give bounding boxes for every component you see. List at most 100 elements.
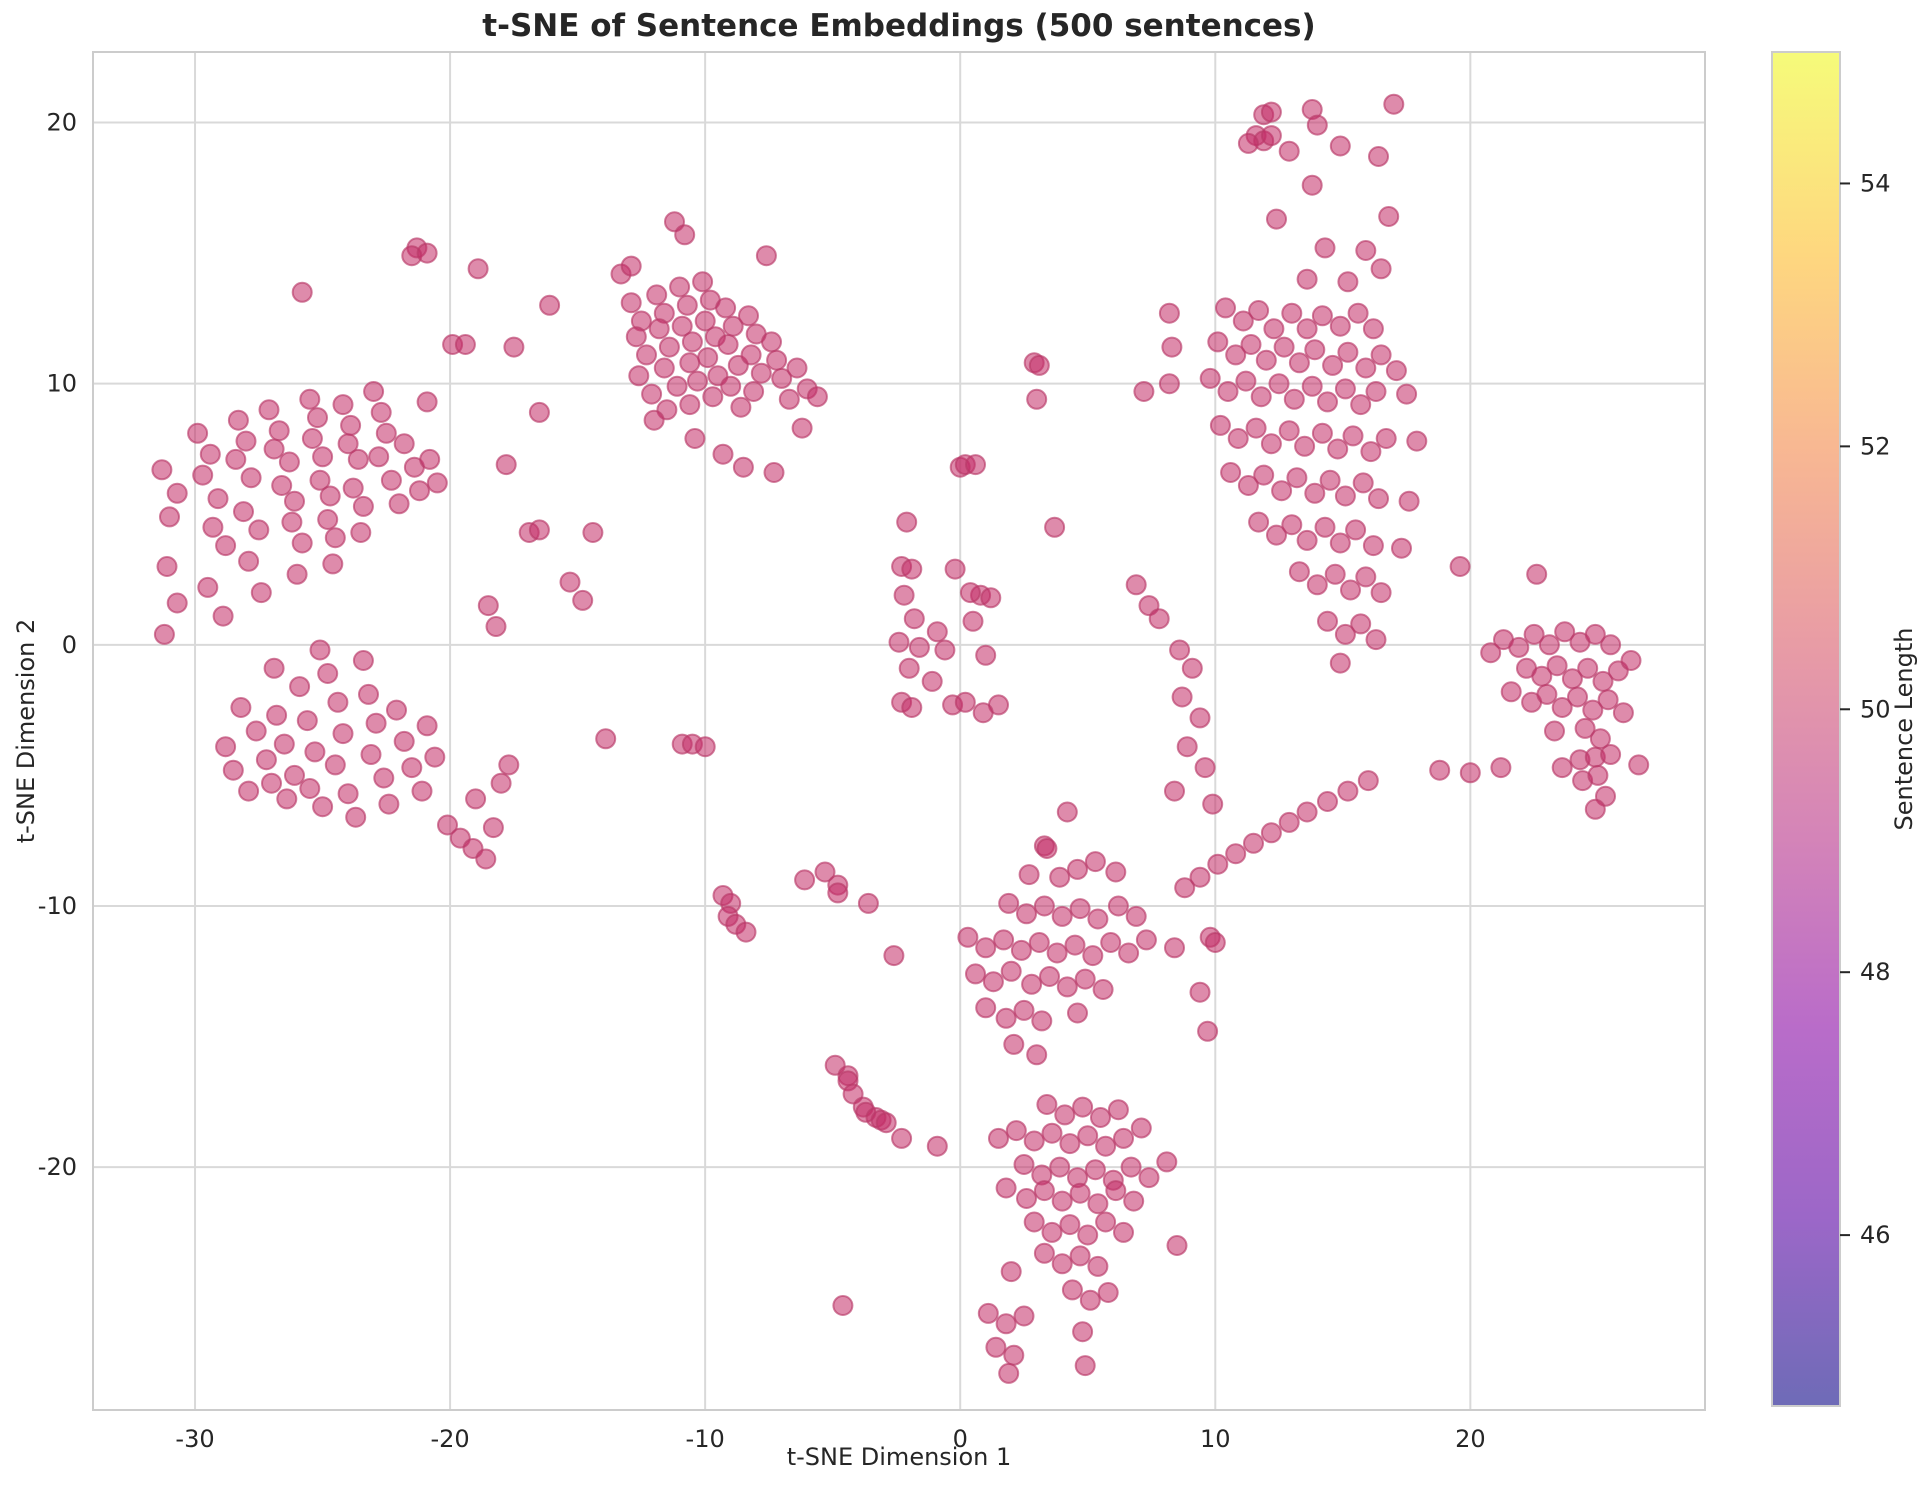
data-point xyxy=(1301,375,1323,397)
data-point xyxy=(289,676,311,698)
data-point xyxy=(1240,334,1262,355)
data-point xyxy=(898,657,920,679)
data-point xyxy=(1005,1120,1027,1142)
data-point xyxy=(1294,435,1316,457)
data-point xyxy=(388,493,410,515)
data-point xyxy=(1010,939,1032,961)
data-point xyxy=(467,258,489,280)
data-point xyxy=(1016,1188,1037,1209)
data-point xyxy=(1329,652,1351,674)
data-point xyxy=(1237,475,1259,496)
data-point xyxy=(1577,657,1599,679)
data-point xyxy=(1164,780,1185,802)
data-point xyxy=(1074,1355,1096,1377)
data-point xyxy=(1189,866,1211,888)
data-point xyxy=(1352,472,1374,494)
data-point xyxy=(1156,1151,1178,1173)
data-point xyxy=(595,728,617,750)
data-point xyxy=(1342,425,1364,447)
data-point xyxy=(317,509,339,530)
data-point xyxy=(1056,801,1078,823)
data-point xyxy=(712,443,734,465)
data-point xyxy=(1194,757,1216,779)
data-point xyxy=(1620,650,1642,671)
data-point xyxy=(666,375,688,397)
data-point xyxy=(1130,1117,1152,1139)
data-point xyxy=(1059,1133,1081,1155)
data-point xyxy=(1296,801,1318,823)
data-point xyxy=(1028,354,1050,376)
data-point xyxy=(1311,422,1333,444)
data-point xyxy=(215,736,237,758)
data-point xyxy=(380,469,402,491)
data-point xyxy=(1337,271,1359,293)
data-point xyxy=(1322,354,1344,376)
data-point xyxy=(350,522,372,543)
data-point xyxy=(233,501,254,523)
data-point xyxy=(620,292,642,314)
data-point xyxy=(342,477,364,499)
data-point xyxy=(1077,1125,1099,1147)
data-point xyxy=(248,519,270,541)
data-point xyxy=(1266,524,1287,546)
data-point xyxy=(891,1127,913,1149)
data-point xyxy=(1317,791,1338,812)
data-point xyxy=(1248,300,1270,321)
data-point xyxy=(284,764,305,786)
data-point xyxy=(998,892,1020,914)
data-point xyxy=(465,788,487,810)
data-point xyxy=(1028,932,1050,953)
data-point xyxy=(954,691,976,713)
data-point xyxy=(681,331,703,353)
data-point xyxy=(995,1007,1017,1029)
data-point xyxy=(1304,339,1326,361)
data-point xyxy=(1107,1099,1129,1121)
data-point xyxy=(1237,132,1259,154)
data-point xyxy=(1523,623,1545,645)
data-point xyxy=(495,454,517,476)
data-point xyxy=(620,255,642,277)
data-point xyxy=(1398,490,1420,512)
data-point xyxy=(263,657,285,679)
data-point xyxy=(975,644,997,666)
data-point xyxy=(1329,532,1351,554)
data-point xyxy=(340,414,362,436)
data-point xyxy=(1189,707,1211,729)
data-point xyxy=(1204,932,1226,953)
data-point xyxy=(965,454,986,476)
data-point xyxy=(317,663,339,684)
data-point xyxy=(998,1362,1020,1384)
data-point xyxy=(1278,420,1300,442)
data-point xyxy=(1317,610,1338,632)
data-point xyxy=(1337,780,1359,802)
data-point xyxy=(669,276,691,298)
data-point xyxy=(572,589,594,611)
data-point xyxy=(424,746,446,768)
data-point xyxy=(337,783,359,805)
data-point xyxy=(273,733,295,755)
data-point xyxy=(1296,268,1318,290)
data-point xyxy=(332,723,354,745)
data-point xyxy=(337,433,359,455)
data-point xyxy=(743,381,765,402)
y-tick-label: -20 xyxy=(38,1153,77,1181)
colorbar-tick-label: 54 xyxy=(1860,169,1891,197)
data-point xyxy=(1360,441,1382,463)
data-point xyxy=(1051,1253,1073,1275)
colorbar-tick-label: 50 xyxy=(1860,695,1891,723)
data-point xyxy=(1370,258,1392,280)
data-point xyxy=(658,336,680,358)
data-point xyxy=(1189,981,1211,1003)
data-point xyxy=(671,315,693,337)
data-point xyxy=(641,383,663,405)
data-point xyxy=(903,608,925,630)
data-point xyxy=(1245,417,1267,439)
data-point xyxy=(1158,373,1180,395)
data-point xyxy=(1095,1135,1117,1157)
data-point xyxy=(358,683,379,705)
data-point xyxy=(1061,1279,1083,1301)
data-point xyxy=(373,767,395,789)
data-point xyxy=(437,814,458,836)
data-point xyxy=(296,710,318,732)
data-point xyxy=(192,464,214,486)
